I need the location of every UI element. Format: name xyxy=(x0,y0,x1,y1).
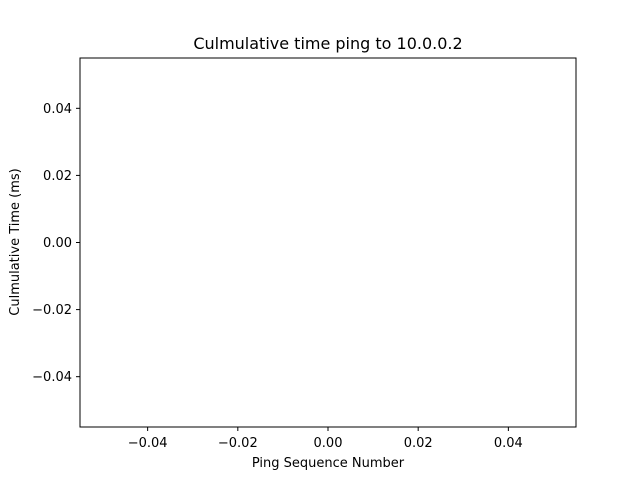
x-axis-label: Ping Sequence Number xyxy=(252,456,405,471)
y-tick-label: −0.02 xyxy=(32,303,72,318)
y-tick-label: −0.04 xyxy=(32,370,72,385)
y-tick-label: 0.04 xyxy=(43,102,72,117)
y-axis-label: Culmulative Time (ms) xyxy=(8,168,23,315)
x-tick-label: 0.02 xyxy=(404,436,433,451)
y-tick-label: 0.00 xyxy=(43,236,72,251)
x-axis-ticks: −0.04 −0.02 0.00 0.02 0.04 xyxy=(128,427,523,451)
x-tick-label: −0.04 xyxy=(128,436,168,451)
x-tick-label: 0.00 xyxy=(314,436,343,451)
chart-title: Culmulative time ping to 10.0.0.2 xyxy=(193,34,462,53)
x-tick-label: −0.02 xyxy=(218,436,258,451)
y-tick-label: 0.02 xyxy=(43,169,72,184)
x-tick-label: 0.04 xyxy=(494,436,523,451)
y-axis-ticks: −0.04 −0.02 0.00 0.02 0.04 xyxy=(32,102,80,385)
